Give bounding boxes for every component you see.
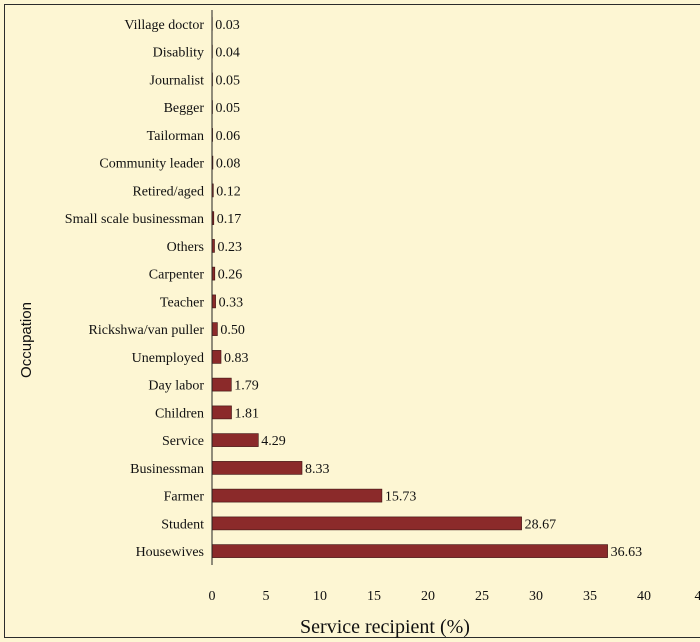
value-label: 0.08: [216, 157, 241, 172]
value-label: 0.05: [216, 101, 241, 116]
x-tick-label: 15: [367, 589, 381, 604]
category-label: Community leader: [99, 157, 204, 172]
x-tick-label: 0: [209, 589, 216, 604]
category-label: Unemployed: [132, 351, 204, 366]
x-tick-label: 25: [475, 589, 489, 604]
category-label: Tailorman: [147, 129, 204, 144]
x-tick-label: 4: [695, 589, 700, 604]
x-tick-label: 5: [263, 589, 270, 604]
x-tick-label: 20: [421, 589, 435, 604]
value-label: 15.73: [385, 490, 417, 505]
value-label: 0.83: [224, 351, 249, 366]
value-label: 28.67: [525, 517, 557, 532]
x-tick-label: 10: [313, 589, 327, 604]
category-label: Rickshwa/van puller: [89, 323, 205, 338]
bar: [211, 405, 232, 420]
value-label: 0.17: [217, 212, 242, 227]
y-axis-label: Occupation: [18, 302, 35, 378]
category-label: Teacher: [160, 295, 204, 310]
x-tick-label: 35: [583, 589, 597, 604]
value-label: 1.81: [235, 406, 260, 421]
category-label: Journalist: [150, 73, 205, 88]
bars-group: [211, 17, 608, 558]
value-label: 0.04: [215, 46, 240, 61]
category-label: Village doctor: [124, 18, 204, 33]
category-label: Housewives: [136, 545, 204, 560]
value-label: 1.79: [234, 379, 258, 394]
x-tick-label: 40: [637, 589, 651, 604]
value-label: 4.29: [261, 434, 286, 449]
value-label: 0.33: [219, 295, 244, 310]
bar: [211, 322, 218, 336]
value-label: 0.03: [215, 18, 240, 33]
value-label: 0.50: [220, 323, 245, 338]
bar: [211, 488, 383, 503]
value-label: 0.26: [218, 268, 243, 283]
category-label: Service: [162, 434, 204, 449]
category-label: Begger: [164, 101, 205, 116]
value-label: 0.12: [216, 184, 241, 199]
category-label: Farmer: [164, 490, 205, 505]
bar: [211, 350, 222, 364]
value-labels-group: 0.03 0.04 0.05 0.05 0.06 0.08 0.12 0.17 0.23 0.26…: [215, 18, 642, 560]
x-axis-label: Service recipient (%): [300, 616, 470, 638]
category-label: Others: [167, 240, 204, 255]
category-label: Day labor: [148, 379, 204, 394]
value-label: 0.23: [218, 240, 243, 255]
category-label: Children: [155, 406, 204, 421]
x-tick-label: 30: [529, 589, 543, 604]
category-label: Carpenter: [149, 268, 205, 283]
bar: [211, 544, 608, 558]
category-label: Disablity: [153, 46, 204, 61]
value-label: 0.06: [216, 129, 241, 144]
category-label: Student: [161, 517, 204, 532]
category-label: Businessman: [130, 462, 204, 477]
bar: [211, 461, 303, 475]
bar: [211, 516, 522, 531]
axis-group: 0 5 10 15 20 25 30 35 40 4: [209, 10, 700, 604]
category-label: Retired/aged: [132, 184, 204, 199]
value-label: 8.33: [305, 462, 330, 477]
chart-frame: [4, 4, 700, 638]
value-label: 36.63: [611, 545, 643, 560]
bar: [211, 433, 259, 447]
category-labels-group: Village doctor Disablity Journalist Begger T…: [65, 18, 205, 560]
category-label: Small scale businessman: [65, 212, 204, 227]
bar: [211, 294, 216, 309]
value-label: 0.05: [216, 73, 241, 88]
bar: [211, 377, 232, 392]
